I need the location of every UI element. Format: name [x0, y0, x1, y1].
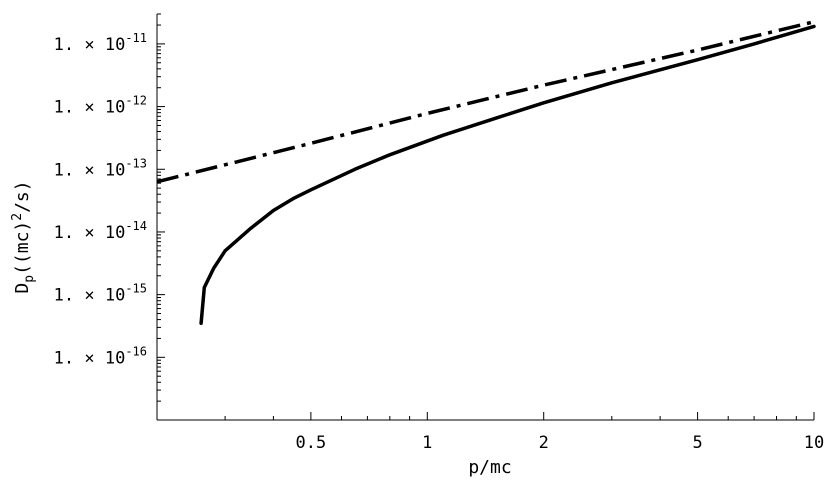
- y-tick-mantissa: 1. × 10: [54, 223, 126, 243]
- y-tick-label: 1. × 10-16: [54, 344, 147, 368]
- x-tick-label: 5: [692, 433, 702, 453]
- x-tick-label: 10: [804, 433, 824, 453]
- y-tick-mantissa: 1. × 10: [54, 98, 126, 118]
- y-tick-label: 1. × 10-12: [54, 94, 147, 118]
- y-tick-label: 1. × 10-14: [54, 219, 147, 243]
- y-axis-label-end: /s): [12, 180, 33, 213]
- series-layer: [156, 20, 816, 325]
- tick-marks: [156, 13, 815, 420]
- x-tick-label: 2: [539, 433, 549, 453]
- y-tick-label: 1. × 10-11: [54, 31, 147, 55]
- series-dash-dot-line: [156, 20, 815, 184]
- y-tick-mantissa: 1. × 10: [54, 286, 126, 306]
- x-axis-label: p/mc: [468, 457, 511, 478]
- y-tick-mantissa: 1. × 10: [54, 348, 126, 368]
- axes: [156, 14, 814, 421]
- y-tick-exponent: -14: [125, 219, 147, 233]
- y-tick-label: 1. × 10-13: [54, 156, 147, 180]
- y-axis-label-subscript: p: [22, 275, 37, 283]
- x-tick-label: 0.5: [296, 433, 327, 453]
- y-axis-label-mid: ((mc): [12, 221, 33, 275]
- x-tick-label: 1: [422, 433, 432, 453]
- series-solid-line: [199, 24, 816, 325]
- y-axis-label-base: D: [12, 283, 33, 294]
- y-tick-exponent: -13: [125, 156, 147, 170]
- tick-labels: 0.5 1 2 5 101. × 10-161. × 10-151. × 10-141.…: [54, 31, 825, 453]
- y-tick-exponent: -16: [125, 344, 147, 358]
- y-tick-exponent: -12: [125, 94, 147, 108]
- y-tick-mantissa: 1. × 10: [54, 160, 126, 180]
- y-axis-label: Dp((mc)2/s): [10, 180, 37, 293]
- y-tick-mantissa: 1. × 10: [54, 35, 126, 55]
- y-axis-label-superscript: 2: [10, 213, 25, 221]
- y-tick-exponent: -11: [125, 31, 147, 45]
- y-tick-exponent: -15: [125, 282, 147, 296]
- y-tick-label: 1. × 10-15: [54, 282, 147, 306]
